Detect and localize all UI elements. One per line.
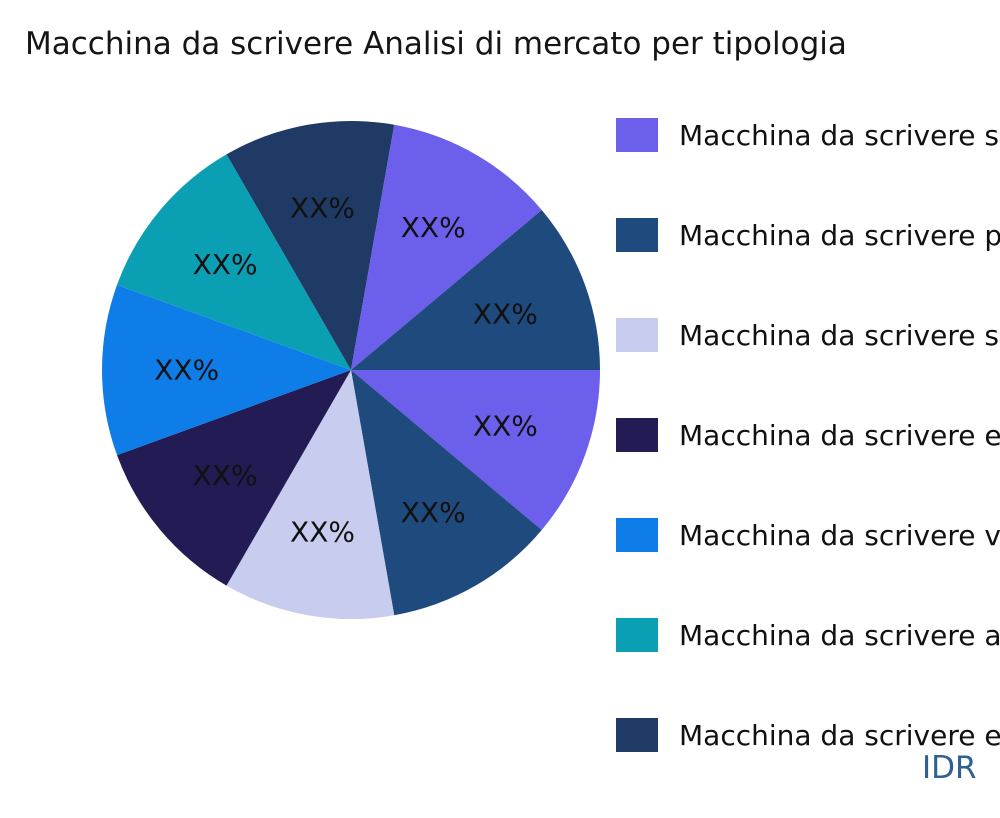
pie-slice — [226, 120, 395, 370]
pie-slice-label: XX% — [193, 248, 258, 281]
legend-item: Macchina da scrivere p — [616, 218, 1000, 252]
pie-slice — [351, 209, 600, 370]
legend-swatch — [616, 118, 658, 152]
pie-slice-label: XX% — [193, 459, 258, 492]
pie-slice — [102, 284, 351, 456]
legend-item: Macchina da scrivere e — [616, 718, 1000, 752]
pie-slice — [226, 370, 395, 620]
pie-slice — [351, 370, 542, 616]
legend-item: Macchina da scrivere v — [616, 518, 1000, 552]
pie-slice-label: XX% — [290, 515, 355, 548]
pie-slice — [117, 154, 352, 370]
legend-item: Macchina da scrivere a — [616, 618, 1000, 652]
pie-slice — [351, 124, 542, 370]
legend-swatch — [616, 318, 658, 352]
pie-slice — [351, 370, 600, 531]
legend-label: Macchina da scrivere v — [679, 518, 1000, 552]
pie-slice — [117, 370, 352, 586]
chart-area: Macchina da scrivere Analisi di mercato … — [25, 26, 1000, 786]
legend: Macchina da scrivere s Macchina da scriv… — [616, 118, 1000, 818]
pie-slice-label: XX% — [473, 297, 538, 330]
pie-slice-label: XX% — [401, 211, 466, 244]
legend-label: Macchina da scrivere e — [679, 418, 1000, 452]
legend-item: Macchina da scrivere e — [616, 418, 1000, 452]
pie-slice-label: XX% — [473, 410, 538, 443]
pie-slice-label: XX% — [154, 354, 219, 387]
chart-title: Macchina da scrivere Analisi di mercato … — [25, 26, 847, 62]
legend-item: Macchina da scrivere s — [616, 318, 1000, 352]
pie-chart: XX% XX% XX% XX% XX% XX% XX% XX% XX% — [102, 120, 600, 620]
legend-swatch — [616, 518, 658, 552]
pie-slice-label: XX% — [401, 496, 466, 529]
legend-item: Macchina da scrivere s — [616, 118, 1000, 152]
pie-slice-label: XX% — [290, 192, 355, 225]
legend-swatch — [616, 218, 658, 252]
brand-watermark: IDR — [922, 750, 977, 786]
legend-label: Macchina da scrivere e — [679, 718, 1000, 752]
legend-swatch — [616, 418, 658, 452]
legend-swatch — [616, 618, 658, 652]
legend-swatch — [616, 718, 658, 752]
legend-label: Macchina da scrivere p — [679, 218, 1000, 252]
legend-label: Macchina da scrivere s — [679, 118, 999, 152]
legend-label: Macchina da scrivere s — [679, 318, 999, 352]
legend-label: Macchina da scrivere a — [679, 618, 1000, 652]
